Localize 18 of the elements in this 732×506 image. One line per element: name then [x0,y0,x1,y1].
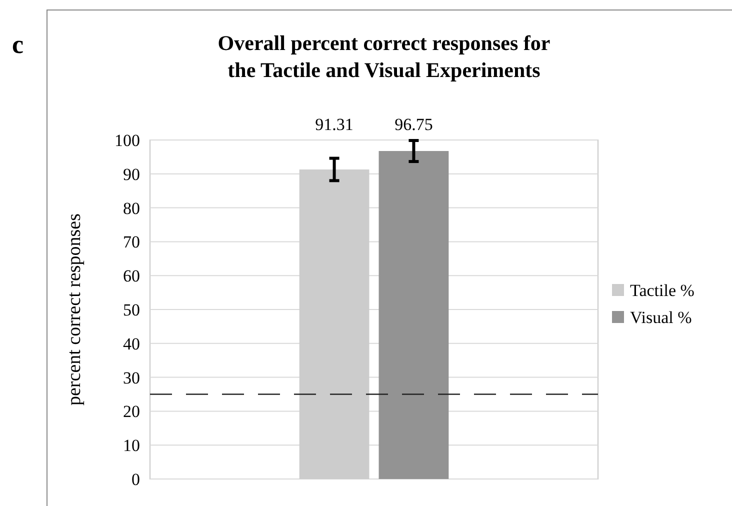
y-tick-label: 90 [123,164,140,184]
y-tick-label: 60 [123,266,140,286]
legend-label: Tactile % [630,280,694,300]
y-tick-label: 30 [123,368,140,388]
y-tick-label: 10 [123,436,140,456]
y-tick-label: 70 [123,232,140,252]
y-tick-label: 100 [114,130,140,150]
y-axis-title: percent correct responses [64,213,85,406]
chart-title: Overall percent correct responses for the Tactile and Visual Experiments [218,31,550,82]
y-tick-label: 50 [123,300,140,320]
text: c [12,30,24,59]
y-tick-label: 20 [123,402,140,422]
data-label: 96.75 [394,115,433,134]
y-tick-label: 80 [123,198,140,218]
data-label: 91.31 [315,115,354,134]
y-tick-label: 0 [132,470,140,489]
legend-label: Visual % [630,308,692,327]
y-tick-label: 40 [123,334,140,354]
